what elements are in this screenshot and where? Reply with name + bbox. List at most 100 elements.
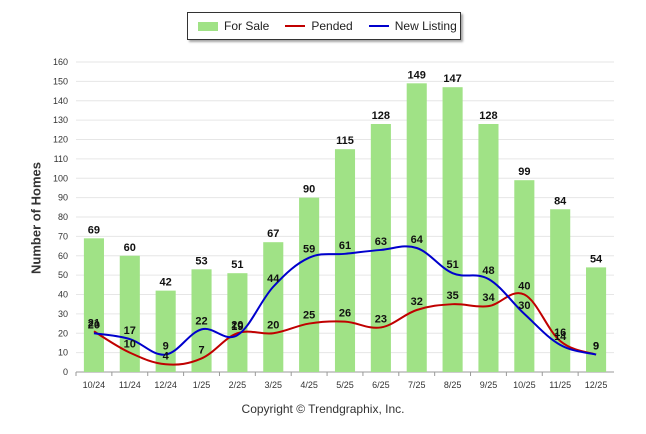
line-data-label-new-listing: 14 [554, 331, 567, 343]
line-data-label-pended: 23 [375, 313, 387, 325]
line-data-label-new-listing: 20 [88, 319, 100, 331]
legend: For Sale Pended New Listing [187, 12, 461, 40]
bar-for-sale [334, 149, 356, 372]
line-data-label-pended: 35 [446, 290, 458, 302]
legend-item-pended: Pended [285, 19, 353, 33]
y-tick-label: 10 [58, 348, 68, 358]
y-tick-label: 80 [58, 212, 68, 222]
y-tick-label: 100 [53, 173, 68, 183]
bar-data-label: 147 [443, 73, 461, 85]
bar-data-label: 69 [88, 224, 100, 236]
x-tick-label: 6/25 [372, 380, 390, 390]
line-pended [93, 292, 597, 366]
x-tick-label: 8/25 [444, 380, 462, 390]
bar-data-label: 53 [195, 255, 207, 267]
bar-data-label: 90 [303, 184, 315, 196]
legend-item-for-sale: For Sale [198, 19, 269, 33]
bar-for-sale [370, 124, 391, 372]
bar-data-label: 84 [554, 195, 567, 207]
legend-label-new-listing: New Listing [394, 19, 457, 33]
line-data-label-new-listing: 64 [411, 234, 424, 246]
legend-swatch-new-listing [368, 25, 389, 27]
bar-for-sale [478, 124, 499, 372]
x-tick-label: 7/25 [408, 380, 426, 390]
line-data-label-new-listing: 51 [446, 259, 458, 271]
y-tick-label: 40 [58, 290, 68, 300]
y-tick-label: 50 [58, 270, 68, 280]
line-data-label-new-listing: 30 [518, 300, 530, 312]
bar-data-label: 42 [160, 277, 172, 289]
line-data-label-new-listing: 59 [303, 244, 315, 256]
line-data-label-new-listing: 9 [593, 341, 599, 353]
x-tick-label: 11/24 [119, 380, 141, 390]
line-data-label-pended: 9 [593, 341, 599, 353]
bar-data-label: 51 [231, 259, 243, 271]
y-tick-label: 120 [53, 135, 68, 145]
legend-label-pended: Pended [311, 19, 353, 33]
line-data-label-pended: 40 [518, 281, 530, 293]
line-data-label-new-listing: 9 [163, 341, 169, 353]
x-tick-label: 10/24 [83, 380, 106, 390]
x-tick-label: 12/24 [154, 380, 177, 390]
legend-swatch-for-sale [198, 21, 218, 31]
legend-item-new-listing: New Listing [368, 19, 457, 33]
bar-for-sale [227, 273, 248, 372]
y-tick-label: 140 [53, 96, 68, 106]
bar-for-sale [155, 290, 176, 372]
bar-for-sale [263, 242, 284, 372]
bar-data-label: 115 [336, 135, 354, 147]
legend-swatch-pended [285, 25, 306, 27]
x-tick-label: 1/25 [193, 380, 211, 390]
y-tick-label: 150 [53, 76, 68, 86]
bar-for-sale [586, 267, 607, 372]
line-data-label-pended: 20 [231, 319, 243, 331]
bar-data-label: 99 [518, 166, 530, 178]
bar-for-sale [442, 87, 463, 372]
line-data-label-pended: 7 [198, 344, 204, 356]
line-data-label-pended: 25 [303, 310, 315, 322]
x-tick-label: 5/25 [336, 380, 354, 390]
x-tick-label: 11/25 [549, 380, 571, 390]
x-tick-label: 3/25 [265, 380, 283, 390]
bar-data-label: 54 [590, 253, 603, 265]
line-data-label-new-listing: 19 [231, 321, 243, 333]
bar-for-sale [299, 197, 320, 372]
y-tick-label: 20 [58, 328, 68, 338]
line-data-label-pended: 16 [554, 327, 566, 339]
y-axis-title: Number of Homes [28, 162, 44, 274]
bar-data-label: 128 [479, 110, 497, 122]
line-data-label-new-listing: 22 [195, 315, 207, 327]
x-tick-label: 12/25 [585, 380, 608, 390]
x-tick-label: 2/25 [229, 380, 247, 390]
y-tick-label: 110 [54, 154, 68, 164]
line-data-label-pended: 32 [411, 296, 423, 308]
bar-for-sale [550, 209, 571, 372]
bar-for-sale [83, 238, 104, 372]
bar-data-label: 128 [372, 110, 390, 122]
line-data-label-new-listing: 48 [482, 265, 494, 277]
line-data-label-pended: 34 [482, 292, 495, 304]
y-tick-label: 0 [63, 367, 68, 377]
bar-for-sale [406, 83, 427, 372]
bar-data-label: 67 [267, 228, 279, 240]
y-tick-label: 90 [58, 193, 68, 203]
line-data-label-new-listing: 63 [375, 236, 387, 248]
bar-data-label: 60 [124, 242, 136, 254]
y-tick-label: 30 [58, 309, 68, 319]
legend-label-for-sale: For Sale [224, 19, 270, 33]
line-new-listing [93, 245, 597, 356]
x-tick-label: 10/25 [513, 380, 536, 390]
line-data-label-new-listing: 44 [267, 273, 280, 285]
y-tick-label: 60 [58, 251, 68, 261]
y-tick-label: 160 [53, 57, 68, 67]
x-tick-label: 9/25 [480, 380, 498, 390]
line-data-label-pended: 10 [124, 339, 136, 351]
bar-for-sale [514, 180, 535, 372]
x-tick-label: 4/25 [300, 380, 318, 390]
line-data-label-pended: 26 [339, 308, 351, 320]
y-tick-label: 70 [58, 231, 68, 241]
copyright-text: Copyright © Trendgraphix, Inc. [241, 402, 405, 416]
line-data-label-new-listing: 61 [339, 240, 351, 252]
line-data-label-pended: 21 [88, 317, 100, 329]
